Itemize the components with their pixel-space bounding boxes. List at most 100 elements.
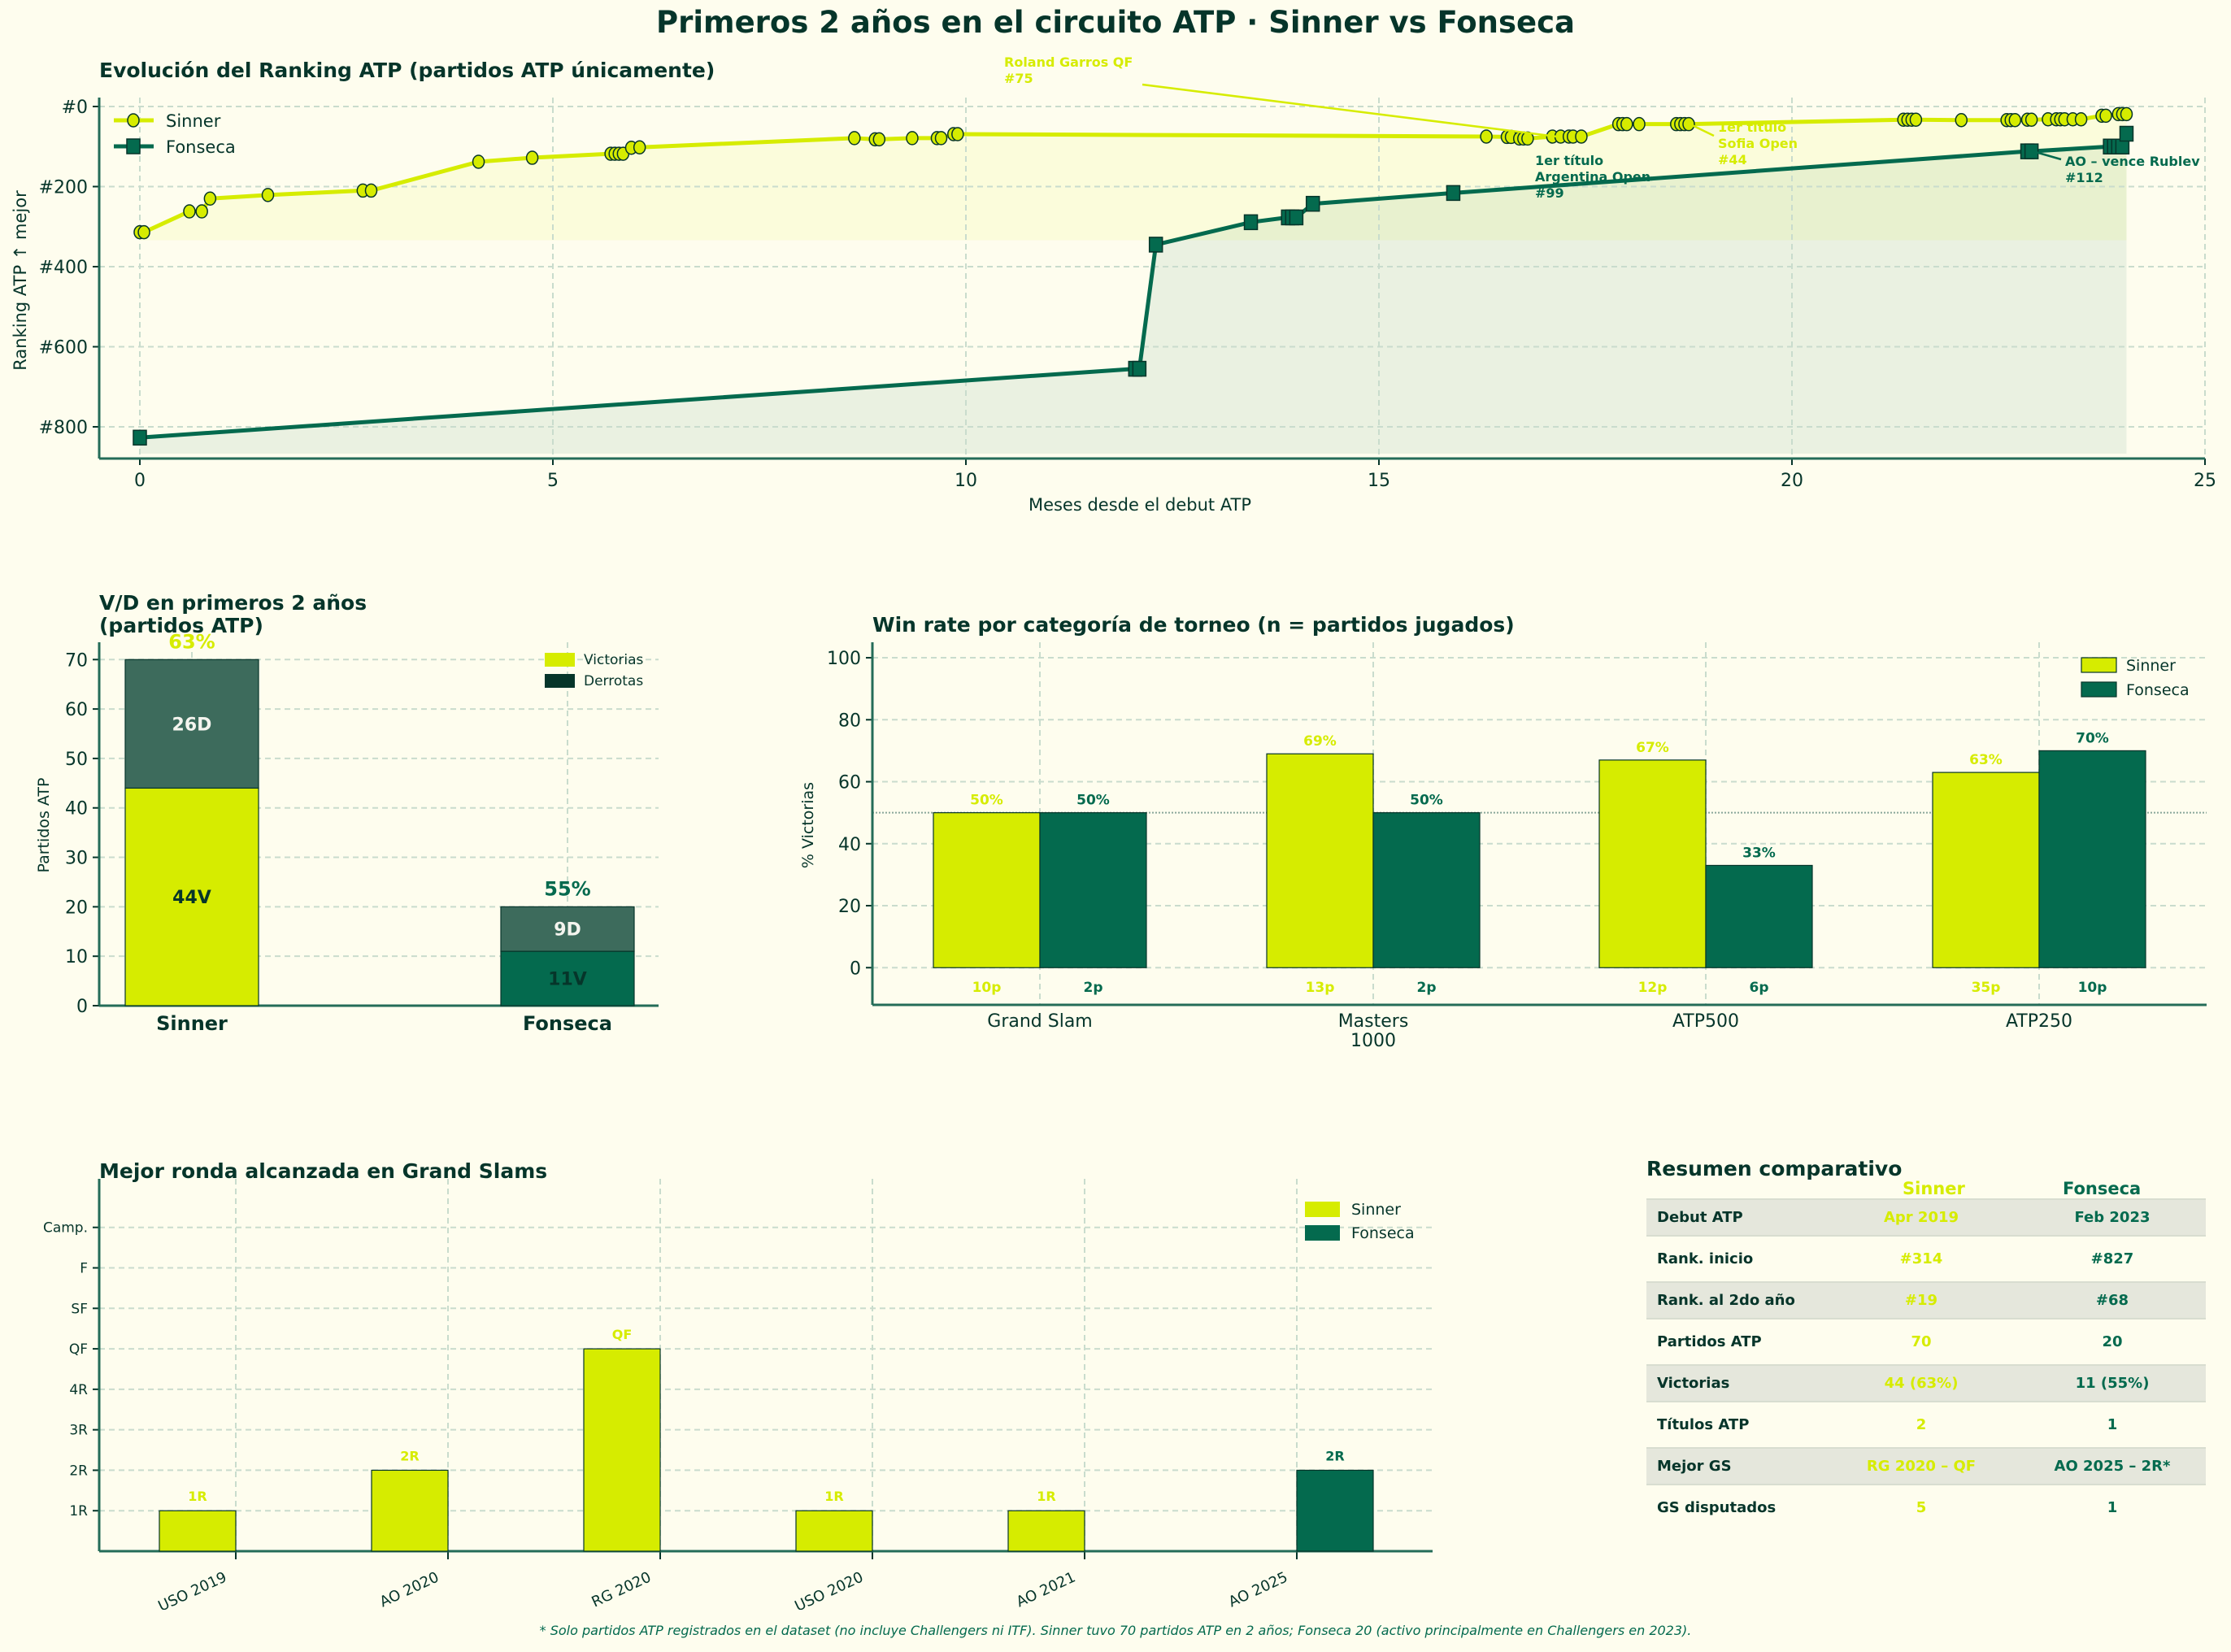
svg-text:QF: QF <box>612 1327 633 1342</box>
fonseca-value: 1 <box>2107 1416 2118 1433</box>
sinner-value: RG 2020 – QF <box>1866 1458 1977 1475</box>
svg-text:6p: 6p <box>1750 980 1769 996</box>
summary-table-title: Resumen comparativo <box>1646 1157 1903 1180</box>
svg-text:63%: 63% <box>1969 752 2003 768</box>
svg-text:USO 2020: USO 2020 <box>792 1568 866 1610</box>
svg-text:ATP500: ATP500 <box>1672 1011 1739 1032</box>
svg-text:10: 10 <box>65 947 88 967</box>
svg-text:AO 2025: AO 2025 <box>1226 1568 1290 1610</box>
winrate-by-category-chart: 0 20 40 60 80 100 % Victorias 50% 10p 50% 2p Grand … <box>799 642 2207 1051</box>
svg-text:13p: 13p <box>1306 980 1335 996</box>
sinner-value: 70 <box>1911 1333 1932 1350</box>
svg-text:12p: 12p <box>1638 980 1668 996</box>
svg-text:55%: 55% <box>544 877 590 900</box>
area-fill <box>140 133 2127 454</box>
svg-text:50%: 50% <box>1410 793 1443 809</box>
svg-text:63%: 63% <box>168 630 215 653</box>
svg-text:1er título: 1er título <box>1718 120 1786 135</box>
svg-text:80: 80 <box>838 711 861 731</box>
svg-text:25: 25 <box>2194 471 2216 491</box>
wl-chart-title: V/D en primeros 2 años (partidos ATP) <box>99 591 367 637</box>
summary-col-fonseca: Fonseca <box>2063 1179 2142 1198</box>
svg-text:Roland Garros QF: Roland Garros QF <box>1004 54 1133 70</box>
svg-text:2p: 2p <box>1084 980 1103 996</box>
svg-text:Camp.: Camp. <box>43 1220 88 1237</box>
svg-text:#99: #99 <box>1535 185 1564 201</box>
svg-text:20: 20 <box>838 897 861 917</box>
sinner-value: 44 (63%) <box>1884 1375 1959 1392</box>
fonseca-value: 20 <box>2102 1333 2123 1350</box>
ranking-chart-title: Evolución del Ranking ATP (partidos ATP … <box>99 59 715 82</box>
svg-text:Fonseca: Fonseca <box>2126 681 2190 699</box>
svg-text:2R: 2R <box>69 1463 88 1479</box>
svg-text:RG 2020: RG 2020 <box>589 1568 655 1610</box>
svg-text:Fonseca: Fonseca <box>1351 1224 1415 1242</box>
svg-text:60: 60 <box>65 700 88 720</box>
table-row: Rank. inicio #314 #827 <box>1646 1238 2206 1280</box>
svg-text:#400: #400 <box>39 258 88 278</box>
svg-text:F: F <box>80 1261 88 1277</box>
svg-text:2p: 2p <box>1417 980 1437 996</box>
svg-text:#800: #800 <box>39 418 88 438</box>
svg-text:44V: 44V <box>172 888 211 908</box>
sinner-value: 2 <box>1916 1416 1927 1433</box>
winrate-chart-title: Win rate por categoría de torneo (n = pa… <box>872 613 1515 637</box>
fonseca-value: #68 <box>2095 1292 2129 1309</box>
svg-text:#200: #200 <box>39 178 88 198</box>
row-label: Rank. al 2do año <box>1657 1292 1795 1309</box>
svg-text:Sofia Open: Sofia Open <box>1718 136 1798 151</box>
row-label: Partidos ATP <box>1657 1333 1762 1350</box>
row-label: GS disputados <box>1657 1499 1777 1516</box>
sinner-value: #314 <box>1899 1250 1943 1267</box>
row-label: Títulos ATP <box>1657 1416 1750 1433</box>
svg-text:2R: 2R <box>400 1448 419 1463</box>
svg-text:20: 20 <box>1781 471 1803 491</box>
svg-text:Derrotas: Derrotas <box>584 673 643 689</box>
footnote: * Solo partidos ATP registrados en el da… <box>539 1623 1692 1638</box>
svg-text:50%: 50% <box>1076 793 1110 809</box>
svg-text:AO 2020: AO 2020 <box>377 1568 441 1610</box>
svg-text:Sinner: Sinner <box>156 1012 228 1035</box>
row-label: Victorias <box>1657 1375 1730 1392</box>
svg-text:1R: 1R <box>188 1489 207 1504</box>
svg-text:9D: 9D <box>554 920 581 941</box>
svg-text:SF: SF <box>71 1301 88 1317</box>
summary-col-sinner: Sinner <box>1903 1179 1965 1198</box>
svg-text:1R: 1R <box>824 1489 843 1504</box>
svg-text:AO – vence Rublev: AO – vence Rublev <box>2065 154 2200 169</box>
svg-text:35p: 35p <box>1972 980 2001 996</box>
sinner-value: #19 <box>1904 1292 1938 1309</box>
svg-text:Ranking ATP ↑ mejor: Ranking ATP ↑ mejor <box>11 190 30 371</box>
svg-text:40: 40 <box>838 835 861 855</box>
svg-text:10: 10 <box>955 471 977 491</box>
fonseca-value: AO 2025 – 2R* <box>2054 1458 2171 1475</box>
svg-text:20: 20 <box>65 898 88 918</box>
svg-text:Victorias: Victorias <box>584 652 644 668</box>
ranking-line-chart: #0 #200 #400 #600 #800 0 5 10 15 20 25 Meses desde … <box>11 54 2216 515</box>
svg-text:Argentina Open: Argentina Open <box>1535 169 1650 185</box>
svg-text:#75: #75 <box>1004 71 1033 86</box>
svg-text:#600: #600 <box>39 338 88 359</box>
fonseca-value: 11 (55%) <box>2075 1375 2150 1392</box>
svg-text:70%: 70% <box>2076 730 2109 746</box>
svg-text:100: 100 <box>827 649 861 669</box>
fonseca-value: 1 <box>2107 1499 2118 1516</box>
svg-text:67%: 67% <box>1636 740 1669 756</box>
svg-text:0: 0 <box>134 471 146 491</box>
svg-text:#112: #112 <box>2065 170 2103 185</box>
svg-text:30: 30 <box>65 849 88 869</box>
svg-text:Sinner: Sinner <box>2126 657 2176 675</box>
svg-text:70: 70 <box>65 650 88 671</box>
table-row: Debut ATP Apr 2019 Feb 2023 <box>1646 1198 2206 1237</box>
fonseca-value: #827 <box>2090 1250 2134 1267</box>
svg-text:2R: 2R <box>1325 1448 1344 1463</box>
svg-text:69%: 69% <box>1303 733 1337 750</box>
svg-text:10p: 10p <box>2078 980 2107 996</box>
svg-text:50%: 50% <box>970 793 1003 809</box>
gs-chart-title: Mejor ronda alcanzada en Grand Slams <box>99 1159 548 1183</box>
svg-text:USO 2019: USO 2019 <box>155 1568 229 1610</box>
row-label: Debut ATP <box>1657 1209 1743 1226</box>
svg-text:Partidos ATP: Partidos ATP <box>35 778 53 873</box>
svg-text:Meses desde el debut ATP: Meses desde el debut ATP <box>1029 495 1251 515</box>
table-row: Mejor GS RG 2020 – QF AO 2025 – 2R* <box>1646 1447 2206 1485</box>
